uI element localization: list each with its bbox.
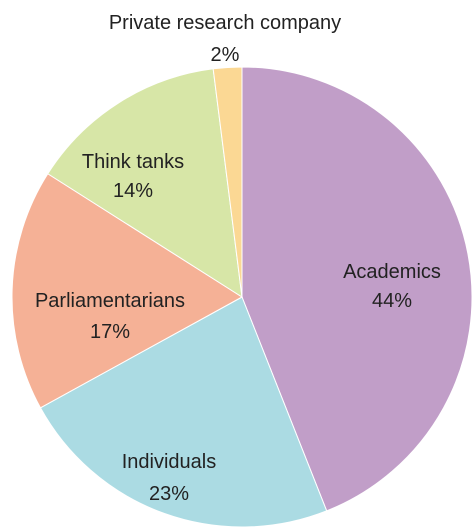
slice-label-think-tanks: Think tanks (82, 151, 184, 173)
slice-label-individuals: Individuals (122, 451, 217, 473)
slice-value-parliamentarians: 17% (90, 321, 130, 343)
slice-label-parliamentarians: Parliamentarians (35, 290, 185, 312)
slice-value-private-research-company: 2% (211, 44, 240, 66)
pie-slice-private-research-company (212, 66, 243, 298)
pie-slice-think-tanks (47, 68, 243, 298)
slice-label-private-research-company: Private research company (109, 12, 341, 34)
pie-slices (11, 66, 472, 528)
slice-label-academics: Academics (343, 261, 441, 283)
pie-slice-parliamentarians (11, 173, 243, 409)
slice-value-individuals: 23% (149, 483, 189, 505)
pie-slice-academics (241, 66, 472, 512)
slice-value-academics: 44% (372, 290, 412, 312)
pie-slice-individuals (39, 296, 328, 528)
pie-labels: Academics 44% Individuals 23% Parliamentaria… (35, 12, 441, 505)
slice-value-think-tanks: 14% (113, 180, 153, 202)
